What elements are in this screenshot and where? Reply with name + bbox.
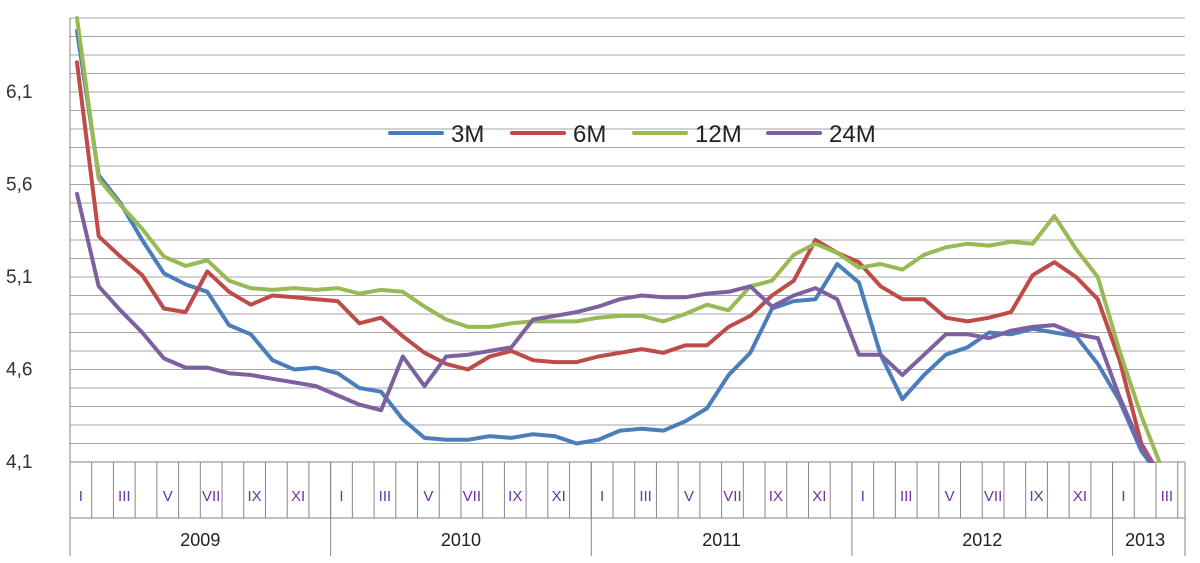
y-tick-label: 6,1	[6, 82, 32, 103]
month-label: XI	[552, 488, 566, 505]
month-label: III	[379, 488, 392, 505]
series-line-6m	[75, 60, 1156, 463]
month-label: I	[600, 488, 604, 505]
y-tick-label: 5,1	[6, 267, 32, 288]
month-label: IX	[248, 488, 262, 505]
legend-label: 6M	[573, 121, 606, 148]
series-lines	[75, 16, 1162, 463]
month-label: III	[900, 488, 913, 505]
month-label: XI	[291, 488, 305, 505]
month-label: III	[1161, 488, 1174, 505]
year-label: 2009	[180, 530, 220, 550]
series-line-3m	[75, 29, 1153, 463]
year-label: 2010	[441, 530, 481, 550]
series-line-12m	[75, 16, 1162, 463]
month-label: VII	[984, 488, 1002, 505]
legend-label: 12M	[695, 121, 742, 148]
legend-label: 24M	[829, 121, 876, 148]
x-axis-month-labels: I III V VII IX XI I III V VII IX XI I III V VII IX XI I III…	[79, 488, 1173, 505]
month-label: VII	[463, 488, 481, 505]
month-label: IX	[508, 488, 522, 505]
month-label: I	[1121, 488, 1125, 505]
month-label: IX	[1029, 488, 1043, 505]
month-label: V	[423, 488, 433, 505]
x-axis-year-labels: 2009 2010 2011 2012 2013	[180, 530, 1165, 550]
month-label: VII	[723, 488, 741, 505]
year-label: 2011	[702, 530, 741, 550]
month-label: VII	[202, 488, 220, 505]
legend: 3M 6M 12M 24M	[388, 121, 876, 148]
month-label: I	[339, 488, 343, 505]
y-tick-label: 5,6	[6, 175, 32, 196]
year-label: 2013	[1125, 530, 1165, 550]
month-label: XI	[1073, 488, 1087, 505]
legend-label: 3M	[451, 121, 484, 148]
year-label: 2012	[962, 530, 1002, 550]
month-label: V	[945, 488, 955, 505]
series-line-24m	[75, 191, 1154, 463]
y-tick-label: 4,1	[6, 452, 32, 473]
month-label: V	[163, 488, 173, 505]
month-label: III	[118, 488, 131, 505]
month-label: III	[639, 488, 652, 505]
month-label: XI	[812, 488, 826, 505]
month-label: V	[684, 488, 694, 505]
axes	[69, 18, 1186, 556]
month-label: I	[861, 488, 865, 505]
month-label: IX	[769, 488, 783, 505]
gridlines	[70, 17, 1185, 444]
y-axis-tick-labels: 4,1 4,6 5,1 5,6 6,1	[6, 82, 32, 473]
y-tick-label: 4,6	[6, 360, 32, 381]
month-label: I	[79, 488, 83, 505]
